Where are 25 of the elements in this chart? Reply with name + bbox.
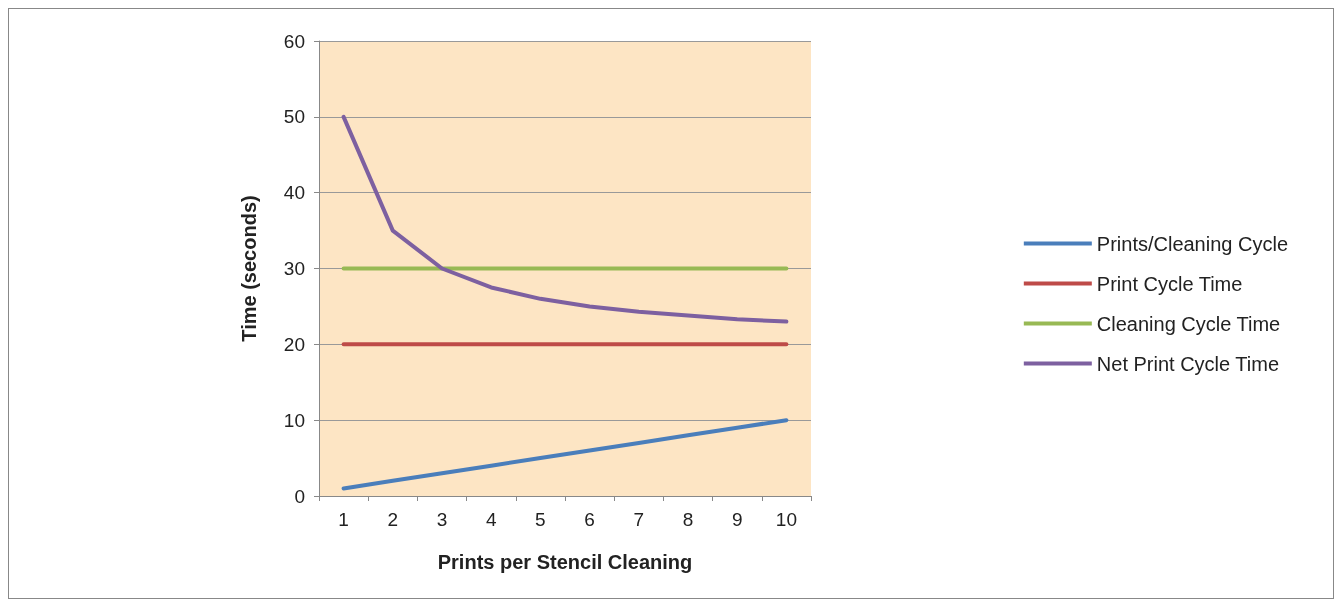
line-series — [341, 418, 789, 491]
legend-label: Print Cycle Time — [1096, 272, 1243, 295]
y-tick-label: 0 — [294, 485, 305, 507]
y-tick-label: 40 — [283, 182, 305, 204]
y-axis-title: Time (seconds) — [238, 195, 260, 342]
x-tick-label: 4 — [485, 509, 497, 530]
x-tick-label: 7 — [633, 509, 645, 530]
legend-label: Prints/Cleaning Cycle — [1096, 232, 1289, 255]
legend-label: Net Print Cycle Time — [1096, 352, 1280, 375]
x-tick-label: 9 — [731, 509, 743, 530]
x-tick-label: 1 — [338, 509, 349, 530]
y-tick-label: 60 — [283, 30, 305, 52]
x-tick-label: 2 — [387, 509, 399, 530]
y-tick-label: 10 — [283, 409, 305, 431]
x-tick-label: 8 — [682, 509, 694, 530]
y-tick-label: 30 — [283, 258, 305, 279]
legend-label: Cleaning Cycle Time — [1096, 312, 1281, 335]
line-series — [341, 114, 789, 324]
x-tick-label: 10 — [775, 509, 797, 530]
x-tick-label: 5 — [535, 509, 546, 530]
y-tick-label: 20 — [283, 333, 305, 355]
x-tick-label: 3 — [436, 509, 448, 530]
x-axis-title: Prints per Stencil Cleaning — [437, 551, 693, 573]
y-tick-label: 50 — [283, 106, 305, 128]
x-tick-label: 6 — [584, 509, 595, 530]
